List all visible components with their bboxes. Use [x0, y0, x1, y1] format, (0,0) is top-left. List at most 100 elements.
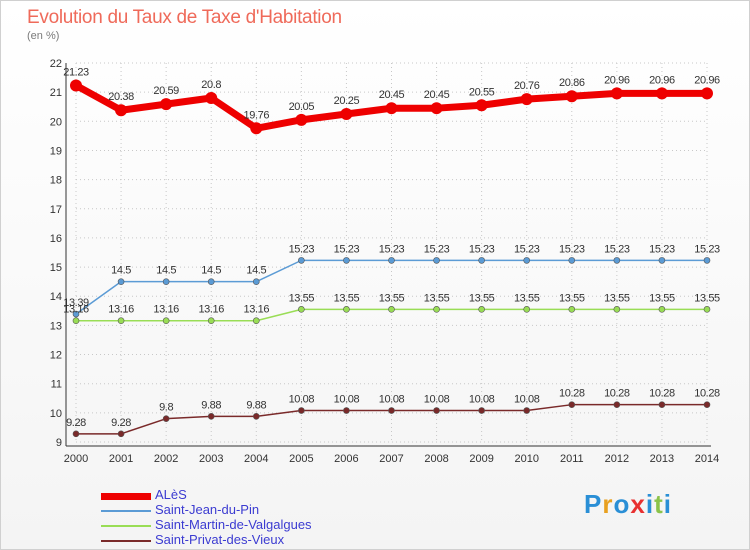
data-label: 10.28	[604, 388, 630, 400]
data-label: 15.23	[604, 243, 630, 255]
data-label: 10.08	[424, 394, 450, 406]
y-tick-label: 14	[50, 291, 62, 303]
data-point	[433, 407, 440, 414]
legend-label: Saint-Jean-du-Pin	[155, 502, 260, 517]
data-point	[658, 306, 666, 313]
data-point	[205, 91, 218, 104]
data-point	[433, 257, 440, 264]
data-label: 15.23	[379, 243, 405, 255]
data-point	[701, 87, 713, 100]
data-point	[703, 306, 711, 313]
data-point	[298, 306, 305, 313]
data-point	[252, 413, 260, 420]
data-label: 15.23	[694, 243, 720, 255]
data-label: 20.05	[289, 101, 315, 113]
data-label: 9.8	[159, 402, 173, 414]
data-point	[568, 401, 576, 408]
data-point	[252, 278, 260, 285]
data-label: 14.5	[201, 265, 221, 277]
data-label: 15.23	[289, 243, 315, 255]
data-point	[162, 415, 170, 422]
data-point	[295, 113, 308, 126]
x-tick-label: 2013	[650, 453, 674, 465]
data-label: 20.25	[334, 95, 360, 107]
data-label: 13.55	[379, 292, 405, 304]
data-point	[340, 108, 353, 121]
data-label: 15.23	[424, 243, 450, 255]
data-label: 20.55	[469, 86, 495, 98]
data-label: 13.55	[289, 292, 315, 304]
y-tick-label: 13	[50, 320, 62, 332]
data-label: 10.08	[289, 394, 315, 406]
data-point	[162, 278, 170, 285]
data-label: 20.76	[514, 80, 540, 92]
x-tick-label: 2012	[605, 453, 629, 465]
data-point	[160, 98, 173, 111]
x-tick-label: 2009	[469, 453, 493, 465]
data-point	[72, 310, 80, 318]
y-tick-label: 12	[50, 350, 62, 362]
data-label: 10.28	[694, 388, 720, 400]
data-label: 9.88	[201, 399, 221, 411]
data-label: 13.16	[244, 304, 270, 316]
data-label: 10.28	[559, 388, 585, 400]
data-label: 13.55	[514, 292, 540, 304]
data-label: 9.28	[111, 417, 131, 429]
data-point	[568, 257, 576, 264]
x-tick-label: 2001	[109, 453, 133, 465]
data-label: 13.55	[469, 292, 495, 304]
data-label: 13.55	[334, 292, 360, 304]
data-label: 20.96	[604, 74, 630, 86]
data-point	[613, 257, 621, 264]
legend-item: ALèS	[101, 487, 361, 503]
data-point	[117, 278, 125, 285]
data-point	[385, 102, 398, 115]
data-label: 20.96	[694, 74, 720, 86]
data-label: 20.45	[424, 89, 450, 101]
legend-item: Saint-Privat-des-Vieux	[101, 532, 361, 548]
x-tick-label: 2003	[199, 453, 223, 465]
data-point	[430, 102, 443, 115]
data-point	[343, 257, 350, 264]
data-label: 10.08	[469, 394, 495, 406]
data-label: 13.55	[604, 292, 630, 304]
x-tick-label: 2002	[154, 453, 178, 465]
data-label: 14.5	[111, 265, 131, 277]
data-point	[117, 317, 125, 325]
data-point	[298, 257, 305, 264]
data-label: 10.28	[649, 388, 675, 400]
data-point	[115, 104, 128, 117]
y-tick-label: 9	[56, 437, 62, 449]
data-point	[70, 79, 82, 92]
data-point	[703, 257, 711, 264]
proxiti-logo: Proxiti	[584, 489, 672, 519]
data-label: 9.28	[66, 417, 86, 429]
legend-swatch	[101, 492, 151, 500]
data-point	[388, 306, 395, 313]
chart-legend: ALèS Saint-Jean-du-Pin Saint-Martin-de-Val…	[101, 487, 361, 548]
data-point	[610, 87, 623, 100]
y-tick-label: 22	[50, 58, 62, 70]
data-label: 14.5	[156, 265, 176, 277]
data-label: 14.5	[246, 265, 266, 277]
x-tick-label: 2008	[424, 453, 448, 465]
data-point	[207, 317, 215, 325]
data-point	[478, 306, 485, 313]
data-point	[613, 401, 621, 408]
data-point	[72, 430, 80, 438]
data-point	[523, 407, 531, 414]
legend-label: Saint-Privat-des-Vieux	[155, 532, 285, 547]
x-tick-label: 2006	[334, 453, 358, 465]
data-label: 13.39	[63, 297, 89, 309]
y-tick-label: 19	[50, 145, 62, 157]
data-point	[343, 407, 350, 414]
data-label: 13.16	[63, 304, 89, 316]
data-point	[568, 306, 576, 313]
data-point	[523, 257, 531, 264]
legend-swatch	[101, 510, 151, 512]
data-point	[250, 122, 263, 135]
data-point	[613, 306, 621, 313]
data-label: 15.23	[334, 243, 360, 255]
data-label: 10.08	[334, 394, 360, 406]
data-label: 19.76	[244, 109, 270, 121]
